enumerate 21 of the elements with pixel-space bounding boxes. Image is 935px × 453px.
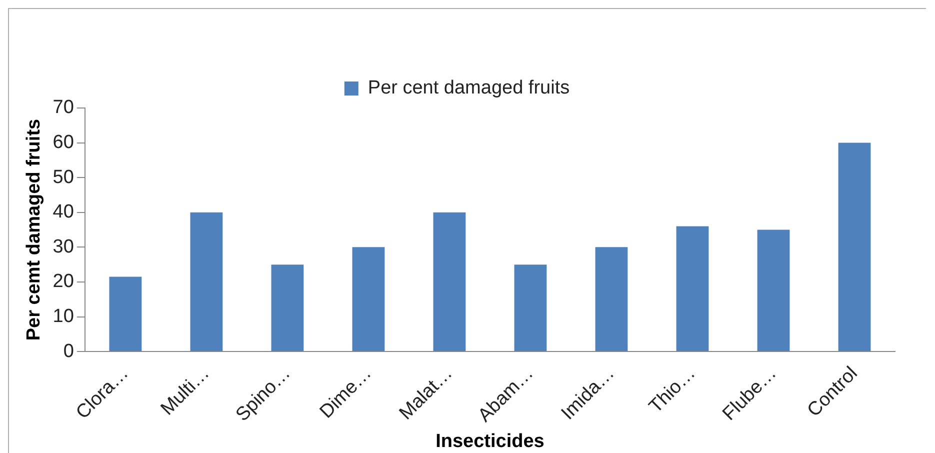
bar xyxy=(514,264,547,352)
y-tick-label: 70 xyxy=(52,97,74,118)
bar xyxy=(676,226,709,352)
bar xyxy=(838,142,871,352)
legend-label: Per cent damaged fruits xyxy=(368,78,570,99)
bar xyxy=(757,230,790,352)
y-axis-title: Per cemt damaged fruits xyxy=(24,118,45,341)
y-tick-label: 10 xyxy=(52,306,74,327)
y-tick-label: 30 xyxy=(52,236,74,258)
bar xyxy=(190,212,223,352)
y-tick-label: 60 xyxy=(52,132,74,154)
y-tick-label: 20 xyxy=(52,271,74,292)
bar xyxy=(271,264,304,352)
y-tick-label: 0 xyxy=(63,340,74,362)
bar xyxy=(595,247,628,352)
y-tick-label: 50 xyxy=(52,166,74,188)
bar xyxy=(109,276,142,352)
x-axis-title: Insecticides xyxy=(436,430,544,452)
y-tick-label: 40 xyxy=(52,202,74,223)
bar xyxy=(433,212,466,352)
bar xyxy=(352,247,385,352)
